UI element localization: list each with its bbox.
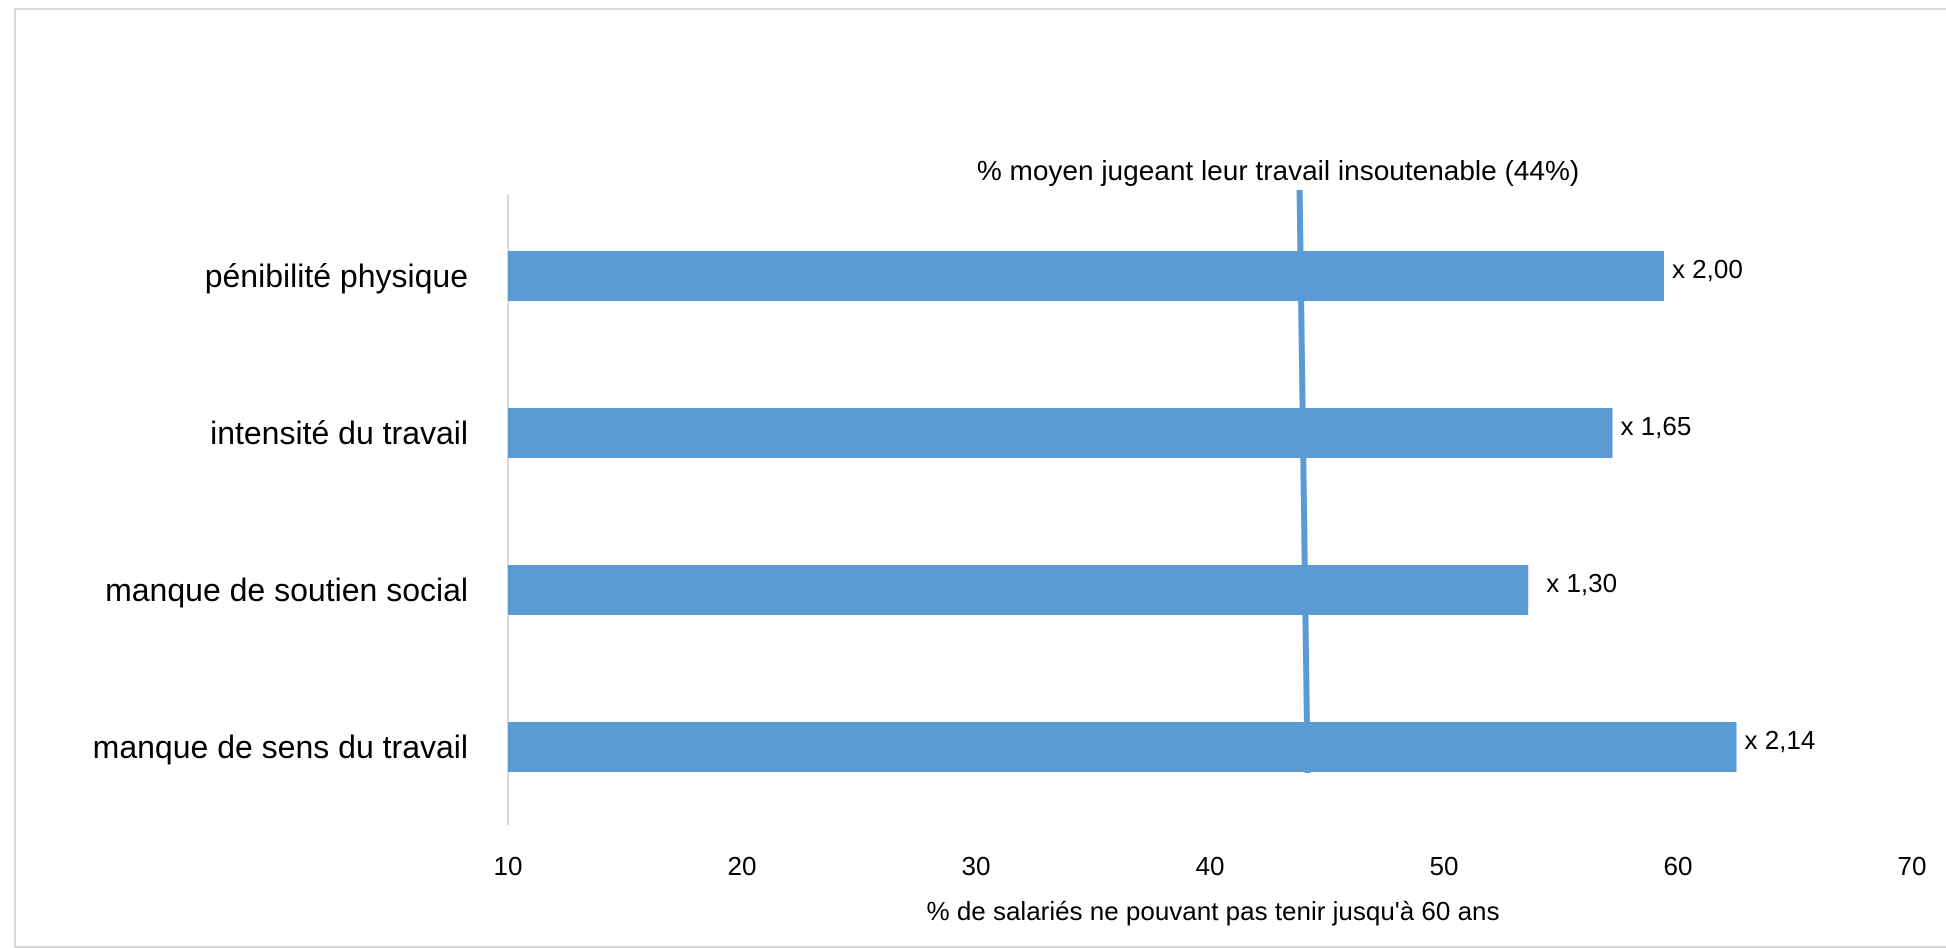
x-tick-label-10: 10: [494, 851, 523, 881]
bar-3: [508, 565, 1529, 615]
reference-line: [1296, 189, 1311, 774]
chart-frame: [14, 8, 1946, 948]
reference-line-label: % moyen jugeant leur travail insoutenabl…: [977, 155, 1579, 186]
data-label-3: x 1,30: [1546, 568, 1617, 598]
data-labels: x 2,00 x 1,65 x 1,30 x 2,14: [1546, 254, 1815, 755]
bar-1: [508, 251, 1664, 301]
data-label-2: x 1,65: [1620, 411, 1691, 441]
category-label-3: manque de soutien social: [105, 572, 468, 608]
category-label-4: manque de sens du travail: [93, 729, 468, 765]
x-tick-label-60: 60: [1664, 851, 1693, 881]
x-axis-title: % de salariés ne pouvant pas tenir jusqu…: [926, 896, 1499, 926]
category-label-1: pénibilité physique: [205, 258, 468, 294]
bars-group: [508, 251, 1737, 772]
data-label-1: x 2,00: [1672, 254, 1743, 284]
x-tick-label-20: 20: [728, 851, 757, 881]
bar-2: [508, 408, 1613, 458]
x-tick-label-40: 40: [1196, 851, 1225, 881]
bar-4: [508, 722, 1737, 772]
x-tick-labels: 10 20 30 40 50 60 70: [494, 851, 1927, 881]
category-label-2: intensité du travail: [210, 415, 468, 451]
x-tick-label-30: 30: [962, 851, 991, 881]
x-tick-label-50: 50: [1430, 851, 1459, 881]
data-label-4: x 2,14: [1745, 725, 1816, 755]
category-labels: pénibilité physique intensité du travail m…: [93, 258, 468, 765]
x-tick-label-70: 70: [1898, 851, 1927, 881]
